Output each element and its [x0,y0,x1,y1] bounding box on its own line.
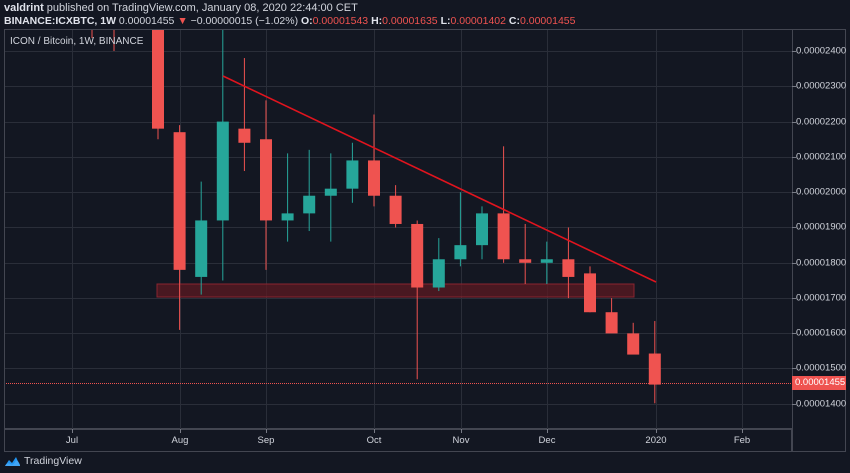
bullish-candle[interactable] [281,153,294,242]
time-axis[interactable] [4,429,792,452]
time-label: Nov [452,435,470,446]
tradingview-logo-icon [5,456,20,466]
price-label: 0.00002000 [796,186,847,198]
price-tick [792,227,796,228]
bearish-candle[interactable] [562,227,575,299]
symbol-info-bar: BINANCE:ICXBTC, 1W 0.00001455 ▼ −0.00000… [4,15,575,27]
bearish-candle[interactable] [519,223,532,284]
price-label: 0.00001700 [796,292,847,304]
close-label: C: [508,15,520,27]
time-tick [266,429,267,433]
candles [91,0,661,404]
open-label: O: [301,15,313,27]
bearish-candle[interactable] [648,321,661,404]
price-tick [792,157,796,158]
time-label: Oct [366,435,382,446]
price-label: 0.00002400 [796,45,847,57]
low-label: L: [440,15,451,27]
price-tick [792,298,796,299]
price-axis[interactable] [792,29,846,452]
price-tick [792,122,796,123]
bearish-candle[interactable] [260,100,272,270]
time-tick [180,429,181,433]
bullish-candle[interactable] [216,26,229,281]
high-value: 0.00001635 [382,15,438,27]
bullish-candle[interactable] [324,153,337,242]
time-label: Sep [257,435,275,446]
price-label: 0.00001500 [796,362,847,374]
low-value: 0.00001402 [450,15,506,27]
publish-info: valdrint published on TradingView.com, J… [4,2,358,14]
published-text: published on TradingView.com, January 08… [46,2,358,14]
price-tick [792,333,796,334]
time-tick [72,429,73,433]
chart-pane[interactable] [4,29,792,429]
price-label: 0.00002100 [796,151,847,163]
bearish-candle[interactable] [152,0,164,140]
support-zone-rect[interactable] [156,283,635,298]
price-change: −0.00000015 (−1.02%) [190,15,299,27]
bearish-candle[interactable] [605,298,618,334]
time-label: Dec [538,435,556,446]
bearish-candle[interactable] [173,125,186,330]
bearish-candle[interactable] [627,322,640,355]
bullish-candle[interactable] [454,192,467,267]
time-tick [374,429,375,433]
price-label: 0.00002300 [796,80,847,92]
bullish-candle[interactable] [476,206,488,260]
last-price: 0.00001455 [118,15,175,27]
price-tick [792,263,796,264]
bearish-candle[interactable] [584,266,596,313]
open-value: 0.00001543 [312,15,369,27]
bearish-candle[interactable] [238,58,251,172]
current-price-badge: 0.00001455 [792,376,846,390]
time-label: Feb [733,435,751,446]
down-arrow-icon: ▼ [177,15,188,27]
price-tick [792,192,796,193]
time-label: 2020 [645,435,667,446]
price-label: 0.00002200 [796,116,847,128]
author-name[interactable]: valdrint [4,2,44,14]
price-tick [792,368,796,369]
price-label: 0.00001600 [796,327,847,339]
bullish-candle[interactable] [540,241,553,284]
price-tick [792,404,796,405]
bearish-candle[interactable] [368,114,380,207]
price-label: 0.00001400 [796,398,847,410]
bearish-candle[interactable] [497,146,510,263]
high-label: H: [371,15,383,27]
bearish-candle[interactable] [411,220,424,380]
symbol-label: BINANCE:ICXBTC, 1W [4,15,116,27]
time-label: Jul [65,435,79,446]
price-label: 0.00001900 [796,221,847,233]
chart-legend: ICON / Bitcoin, 1W, BINANCE [10,36,144,47]
grid-lines [5,30,792,429]
time-tick [547,429,548,433]
price-label: 0.00001800 [796,257,847,269]
bullish-candle[interactable] [195,181,208,295]
price-tick [792,86,796,87]
bullish-candle[interactable] [303,149,316,232]
price-tick [792,51,796,52]
descending-trendline[interactable] [222,75,657,283]
tradingview-brand[interactable]: TradingView [4,455,82,467]
time-tick [656,429,657,433]
time-tick [461,429,462,433]
bearish-candle[interactable] [389,185,402,228]
time-label: Aug [171,435,189,446]
bullish-candle[interactable] [346,142,359,203]
time-tick [742,429,743,433]
bullish-candle[interactable] [432,238,445,292]
brand-name: TradingView [24,455,82,467]
close-value: 0.00001455 [520,15,576,27]
